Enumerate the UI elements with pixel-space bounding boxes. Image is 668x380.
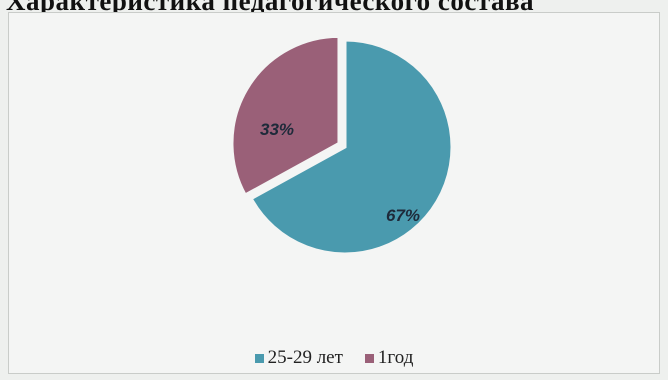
pie-chart: 67% 33% (230, 34, 454, 256)
legend-item-25-29: 25-29 лет (254, 347, 343, 369)
pie-slice-label-1: 67% (386, 206, 420, 225)
chart-area: 67% 33% 25-29 лет 1год (8, 12, 660, 374)
pie-slice-2 (230, 34, 341, 198)
pie-slice-label-2: 33% (260, 120, 294, 139)
legend-swatch-25-29 (254, 353, 264, 363)
legend-label-1god: 1год (377, 347, 414, 368)
legend-swatch-1god (364, 353, 374, 363)
legend-item-1god: 1год (364, 347, 414, 369)
pie-slice-1 (249, 38, 454, 256)
legend-label-25-29: 25-29 лет (267, 347, 343, 368)
chart-legend: 25-29 лет 1год (9, 347, 659, 369)
